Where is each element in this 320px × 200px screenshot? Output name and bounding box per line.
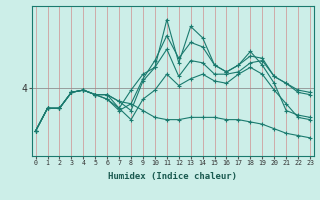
X-axis label: Humidex (Indice chaleur): Humidex (Indice chaleur): [108, 172, 237, 181]
